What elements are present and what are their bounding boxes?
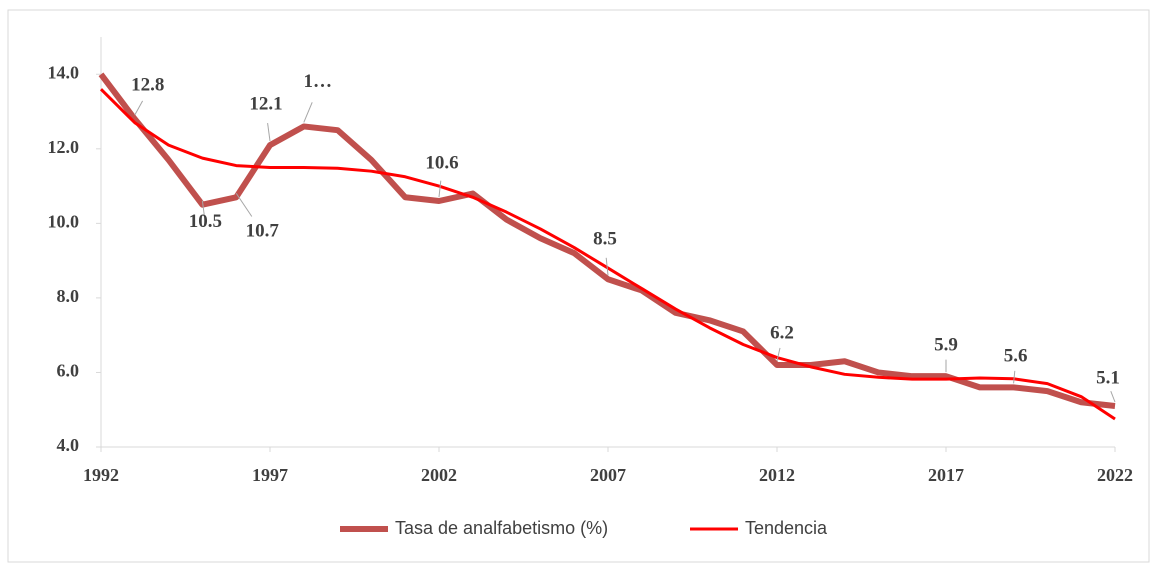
- chart-border: [7, 9, 1150, 563]
- data-label: 10.7: [246, 221, 280, 242]
- y-tick-label: 4.0: [57, 435, 80, 455]
- x-tick-label: 1992: [83, 465, 119, 485]
- leader-line: [303, 102, 313, 123]
- series-line: [98, 72, 1116, 409]
- data-label: 6.2: [770, 322, 794, 343]
- data-label: 10.5: [189, 211, 222, 232]
- y-tick-label: 12.0: [48, 137, 80, 157]
- data-label: 5.6: [1004, 346, 1028, 367]
- series-line: [99, 88, 1116, 421]
- data-label: 12.8: [131, 74, 164, 95]
- data-label: 5.1: [1096, 367, 1120, 388]
- y-tick-label: 10.0: [48, 211, 80, 231]
- leader-line: [438, 180, 442, 198]
- x-tick-label: 1997: [252, 465, 288, 485]
- x-tick-label: 2007: [590, 465, 626, 485]
- y-tick-label: 6.0: [57, 361, 80, 381]
- data-label: 12.1: [249, 93, 282, 114]
- x-tick-label: 2002: [421, 465, 457, 485]
- data-label: 8.5: [593, 229, 617, 250]
- leader-line: [1013, 370, 1016, 384]
- leader-line: [605, 257, 609, 276]
- x-tick-label: 2017: [928, 465, 964, 485]
- data-label: 1…: [304, 71, 333, 92]
- x-tick-label: 2012: [759, 465, 795, 485]
- data-label: 10.6: [425, 152, 458, 173]
- y-tick-label: 8.0: [57, 286, 80, 306]
- leader-line: [776, 347, 781, 362]
- data-label: 5.9: [934, 335, 958, 356]
- x-tick-label: 2022: [1097, 465, 1133, 485]
- leader-line: [134, 100, 144, 116]
- leader-line: [235, 192, 253, 217]
- legend-label: Tendencia: [745, 518, 828, 538]
- leader-line: [201, 200, 205, 215]
- y-tick-label: 14.0: [48, 62, 80, 82]
- leader-line: [1110, 390, 1116, 403]
- legend-label: Tasa de analfabetismo (%): [395, 518, 608, 538]
- leader-line: [267, 123, 271, 142]
